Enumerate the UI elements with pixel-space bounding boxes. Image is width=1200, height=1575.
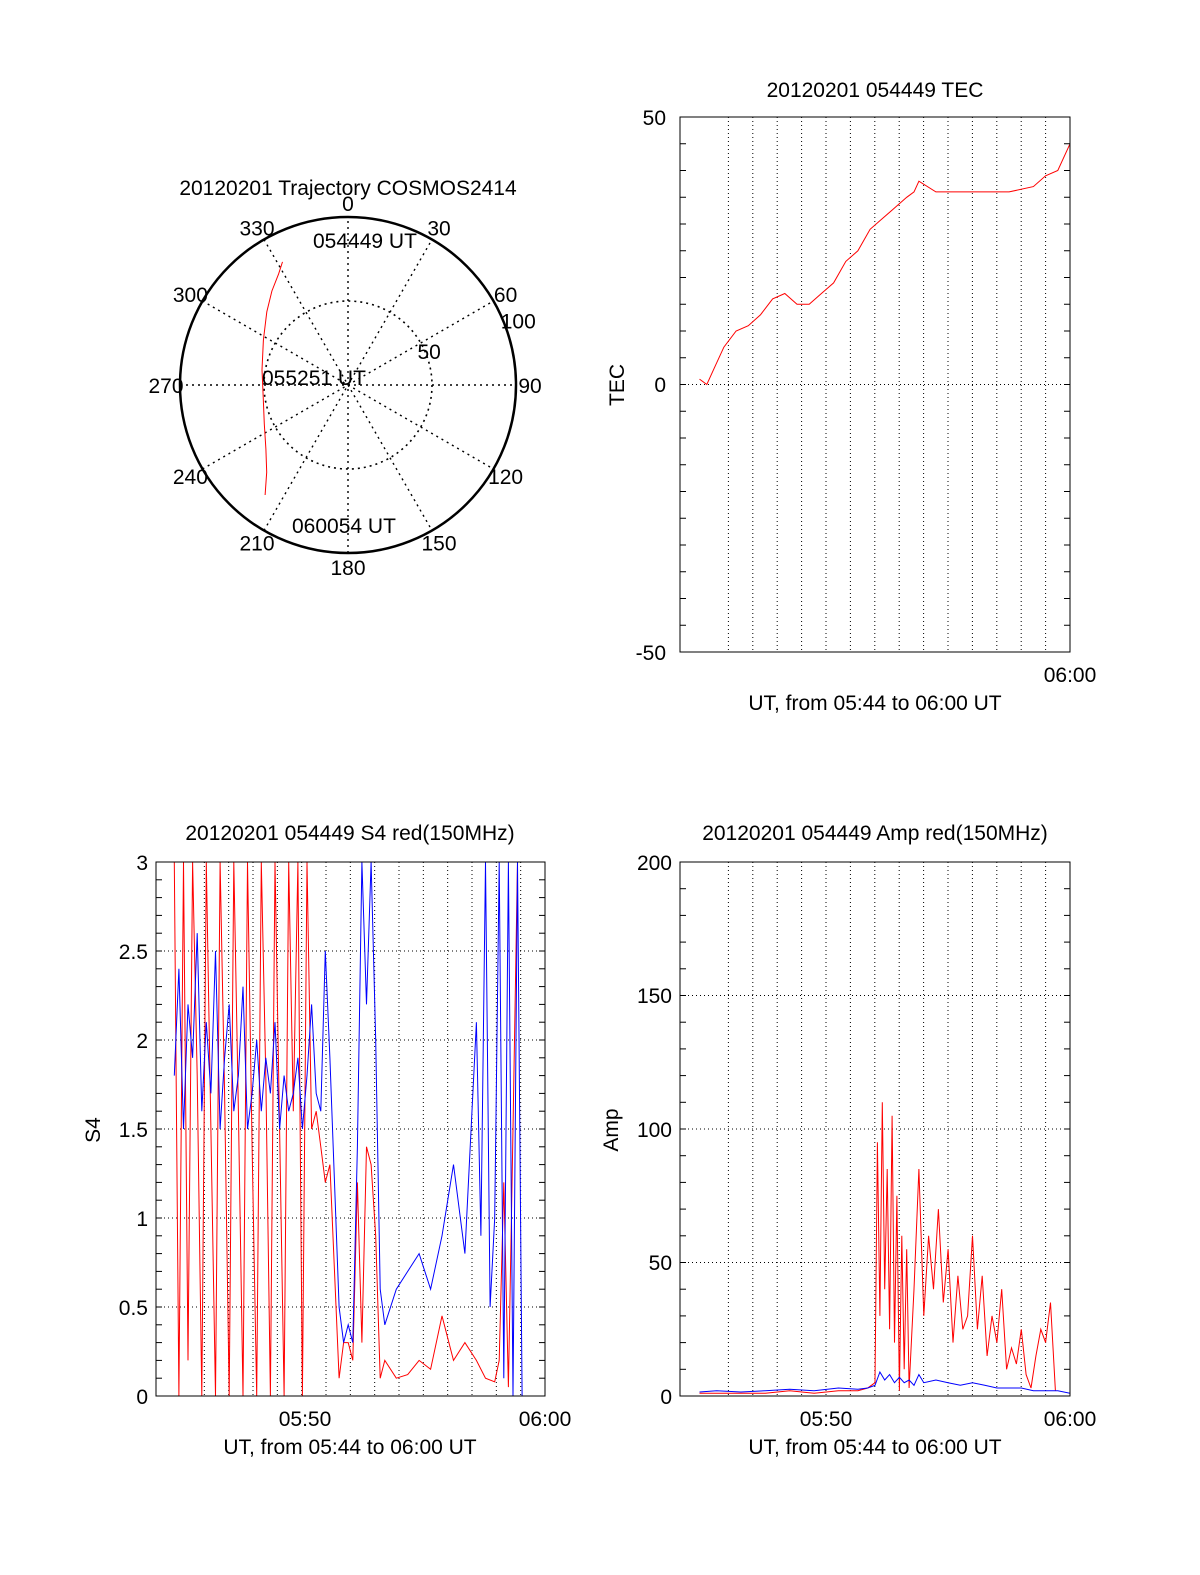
- tec-ylabel: TEC: [606, 364, 629, 406]
- trajectory-mid-label: 055251 UT: [262, 367, 366, 390]
- amp-plot: 20120201 054449 Amp red(150MHz) 0 50 100…: [600, 822, 1096, 1459]
- amp-ytick-label: 150: [637, 985, 672, 1008]
- amp-xlabel: UT, from 05:44 to 06:00 UT: [748, 1436, 1001, 1459]
- s4-ytick-label: 1.5: [119, 1119, 148, 1142]
- tec-ytick-label: 50: [643, 107, 666, 130]
- s4-plot: 20120201 054449 S4 red(150MHz) 0 0.5 1 1…: [82, 822, 571, 1459]
- tec-title: 20120201 054449 TEC: [767, 79, 984, 102]
- s4-ytick-label: 2: [136, 1030, 148, 1053]
- trajectory-polar-plot: 20120201 Trajectory COSMOS2414 0 30 60 90 12…: [148, 177, 541, 580]
- polar-azimuth-label: 150: [421, 533, 456, 556]
- amp-blue-series-line: [699, 1370, 1070, 1394]
- polar-outer-ring: [178, 215, 518, 555]
- s4-title: 20120201 054449 S4 red(150MHz): [185, 822, 514, 845]
- s4-ytick-label: 0: [136, 1386, 148, 1409]
- amp-xtick-label: 05:50: [800, 1408, 853, 1431]
- trajectory-title: 20120201 Trajectory COSMOS2414: [179, 177, 517, 200]
- polar-azimuth-label: 30: [427, 217, 450, 240]
- tec-xtick-label: 06:00: [1044, 664, 1097, 687]
- s4-blue-series-line: [173, 862, 523, 1396]
- s4-xtick-label: 06:00: [519, 1408, 572, 1431]
- polar-radial-label: 50: [417, 341, 440, 364]
- tec-grid: [680, 117, 1070, 652]
- s4-ytick-label: 1: [136, 1208, 148, 1231]
- polar-azimuth-label: 180: [330, 557, 365, 580]
- s4-xtick-label: 05:50: [279, 1408, 332, 1431]
- s4-ytick-label: 3: [136, 852, 148, 875]
- polar-azimuth-label: 120: [488, 466, 523, 489]
- trajectory-track: [261, 261, 283, 496]
- s4-minor-ticks: [156, 861, 545, 1397]
- polar-grid: [180, 217, 516, 553]
- s4-grid: [156, 862, 545, 1396]
- amp-grid: [680, 862, 1070, 1396]
- polar-azimuth-label: 240: [173, 466, 208, 489]
- polar-radial-label: 100: [501, 311, 536, 334]
- tec-xlabel: UT, from 05:44 to 06:00 UT: [748, 692, 1001, 715]
- polar-azimuth-labels: 0 30 60 90 120 150 180 210 240 270 300 330: [148, 193, 541, 580]
- trajectory-end-label: 060054 UT: [292, 515, 396, 538]
- trajectory-start-label: 054449 UT: [313, 230, 417, 253]
- polar-azimuth-label: 210: [239, 533, 274, 556]
- tec-ytick-label: -50: [636, 642, 666, 665]
- polar-radial-labels: 50 100: [417, 311, 535, 364]
- tec-ytick-label: 0: [654, 374, 666, 397]
- amp-red-series-line: [699, 1102, 1056, 1394]
- amp-ytick-label: 100: [637, 1119, 672, 1142]
- tec-minor-ticks: [680, 116, 1070, 653]
- amp-minor-ticks: [680, 861, 1070, 1397]
- amp-ylabel: Amp: [600, 1108, 623, 1151]
- polar-azimuth-label: 330: [239, 217, 274, 240]
- s4-xlabel: UT, from 05:44 to 06:00 UT: [223, 1436, 476, 1459]
- polar-azimuth-label: 90: [518, 375, 541, 398]
- polar-azimuth-label: 270: [148, 375, 183, 398]
- amp-ytick-label: 200: [637, 852, 672, 875]
- s4-ytick-label: 0.5: [119, 1297, 148, 1320]
- s4-red-series-line: [173, 862, 518, 1396]
- amp-ytick-label: 0: [660, 1386, 672, 1409]
- polar-grid-spoke: [263, 239, 433, 531]
- amp-title: 20120201 054449 Amp red(150MHz): [702, 822, 1048, 845]
- s4-ylabel: S4: [82, 1117, 105, 1143]
- polar-azimuth-label: 300: [173, 284, 208, 307]
- amp-xtick-label: 06:00: [1044, 1408, 1097, 1431]
- polar-azimuth-label: 0: [342, 193, 354, 216]
- s4-ytick-label: 2.5: [119, 941, 148, 964]
- tec-series-line: [699, 143, 1071, 386]
- amp-ytick-label: 50: [649, 1252, 672, 1275]
- polar-azimuth-label: 60: [494, 284, 517, 307]
- tec-plot: 20120201 054449 TEC 50 0 -50 06:00 UT, f…: [606, 79, 1096, 715]
